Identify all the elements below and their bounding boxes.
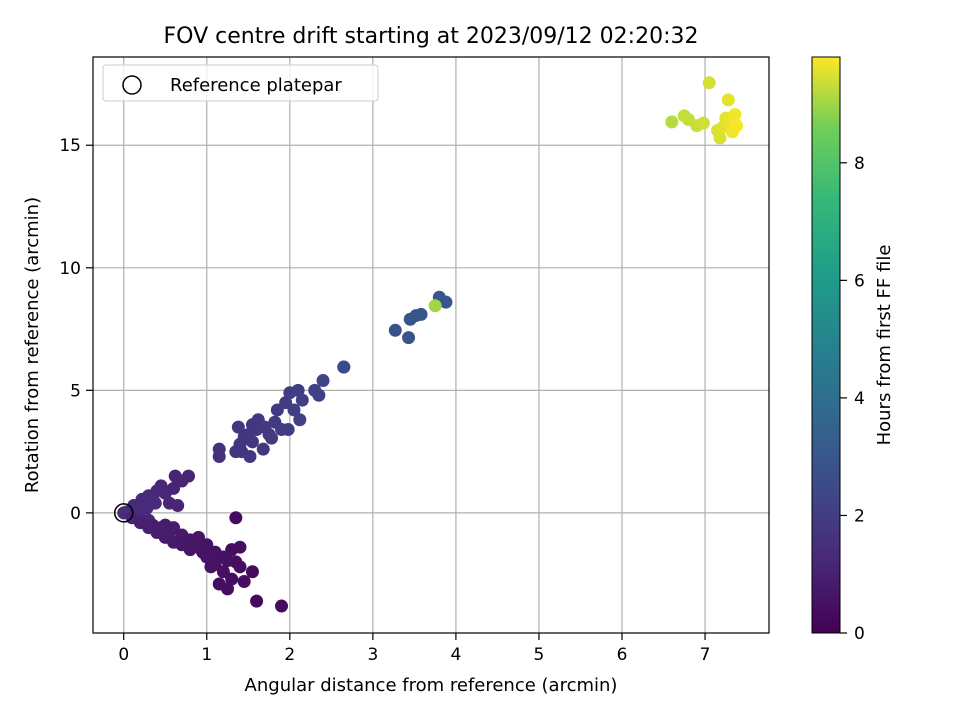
- scatter-point: [187, 537, 201, 551]
- scatter-point: [229, 445, 243, 459]
- scatter-point: [279, 396, 293, 410]
- y-axis-label: Rotation from reference (arcmin): [22, 197, 43, 493]
- y-tick-label: 5: [70, 381, 81, 401]
- scatter-point: [312, 388, 326, 402]
- scatter-point: [127, 499, 141, 513]
- scatter-point: [428, 299, 442, 313]
- scatter-point: [171, 499, 185, 513]
- x-tick-label: 0: [118, 645, 129, 665]
- scatter-point: [730, 119, 744, 133]
- scatter-point: [140, 501, 154, 515]
- y-tick-label: 15: [59, 136, 81, 156]
- scatter-point: [243, 450, 257, 464]
- x-tick-label: 5: [534, 645, 545, 665]
- scatter-point: [237, 575, 251, 589]
- x-tick-label: 6: [617, 645, 628, 665]
- colorbar-tick-label: 2: [854, 506, 865, 526]
- scatter-point: [281, 423, 295, 437]
- scatter-point: [665, 115, 679, 129]
- scatter-point: [439, 295, 453, 309]
- scatter-point: [221, 554, 235, 568]
- scatter-point: [229, 511, 243, 525]
- scatter-point: [270, 403, 284, 417]
- scatter-point: [265, 431, 279, 445]
- legend-box: [102, 64, 379, 102]
- chart-title: FOV centre drift starting at 2023/09/12 …: [164, 24, 699, 49]
- reference-marker: [113, 503, 134, 523]
- reference-platepar-marker: [113, 503, 134, 523]
- scatter-point: [182, 469, 196, 483]
- scatter-point: [212, 450, 226, 464]
- scatter-point: [168, 469, 182, 483]
- scatter-point: [167, 481, 181, 495]
- x-axis-label: Angular distance from reference (arcmin): [245, 675, 618, 696]
- scatter-point: [721, 93, 735, 107]
- scatter-point: [414, 307, 428, 321]
- scatter-point: [225, 572, 239, 586]
- scatter-point: [237, 430, 251, 444]
- scatter-point: [295, 393, 309, 407]
- x-axis-ticks: 0 1 2 3 4 5 6 7: [118, 633, 710, 665]
- scatter-point: [293, 413, 307, 427]
- scatter-point: [291, 383, 305, 397]
- scatter-point: [216, 565, 230, 579]
- scatter-point: [316, 374, 330, 388]
- colorbar-ticks: 0 2 4 6 8: [840, 154, 865, 644]
- scatter-point: [713, 131, 727, 145]
- colorbar-label: Hours from first FF file: [874, 245, 895, 446]
- scatter-point: [146, 518, 160, 532]
- scatter-point: [696, 116, 710, 130]
- colorbar: 0 2 4 6 8 Hours from first FF file: [811, 56, 895, 644]
- colorbar-gradient: [811, 56, 841, 634]
- y-axis-ticks: 0 5 10 15: [59, 136, 93, 524]
- scatter-point: [250, 594, 264, 608]
- scatter-point: [204, 560, 218, 574]
- scatter-point: [287, 403, 301, 417]
- colorbar-tick-label: 8: [854, 154, 865, 174]
- y-tick-label: 0: [70, 504, 81, 524]
- legend-marker-icon: [122, 75, 142, 95]
- scatter-point: [388, 323, 402, 337]
- scatter-point: [275, 599, 289, 613]
- x-tick-label: 7: [700, 645, 711, 665]
- colorbar-tick-label: 4: [854, 389, 865, 409]
- scatter-point: [231, 420, 245, 434]
- plot-frame: [92, 56, 770, 634]
- scatter-point: [702, 76, 716, 90]
- x-tick-label: 3: [367, 645, 378, 665]
- y-tick-label: 10: [59, 259, 81, 279]
- scatter-point: [256, 442, 270, 456]
- scatter-points: [117, 76, 744, 613]
- colorbar-tick-label: 6: [854, 271, 865, 291]
- scatter-point: [728, 108, 742, 122]
- colorbar-tick-label: 0: [854, 624, 865, 644]
- legend-entry-label: Reference platepar: [170, 75, 342, 96]
- x-tick-label: 2: [284, 645, 295, 665]
- scatter-point: [196, 545, 210, 559]
- grid-lines: [93, 57, 769, 633]
- x-tick-label: 1: [201, 645, 212, 665]
- scatter-point: [245, 565, 259, 579]
- scatter-point: [337, 360, 351, 374]
- scatter-point: [233, 540, 247, 554]
- x-tick-label: 4: [450, 645, 461, 665]
- legend: Reference platepar: [102, 64, 379, 102]
- scatter-point: [221, 582, 235, 596]
- scatter-point: [402, 331, 416, 345]
